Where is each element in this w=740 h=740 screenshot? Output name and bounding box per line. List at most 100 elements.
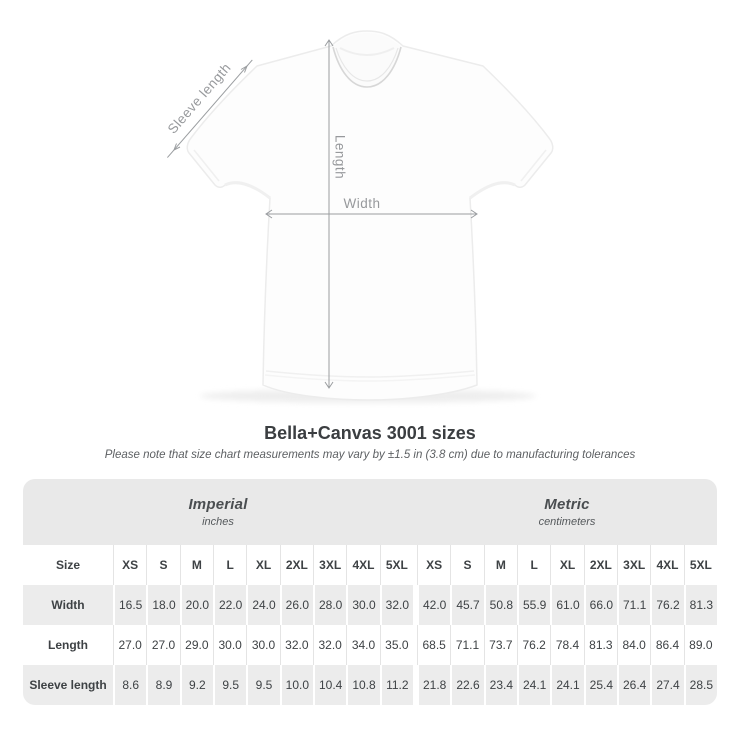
measurement-cell: 28.5 bbox=[683, 665, 717, 705]
measurement-cell: 8.9 bbox=[146, 665, 180, 705]
measurement-cell: 30.0 bbox=[246, 625, 279, 665]
imperial-group-header: Imperial inches bbox=[23, 479, 413, 545]
sleeve-length-arrow bbox=[167, 59, 253, 158]
metric-group-unit: centimeters bbox=[538, 516, 596, 528]
measurement-cell: 81.3 bbox=[583, 625, 617, 665]
measurement-cell: 71.1 bbox=[450, 625, 483, 665]
right-cuff-stitch bbox=[520, 149, 547, 182]
measurement-cell: 32.0 bbox=[279, 625, 313, 665]
size-col-imperial-l: L bbox=[212, 545, 246, 585]
row-label-sleeve-length: Sleeve length bbox=[23, 665, 113, 705]
width-arrow-label: Width bbox=[343, 196, 380, 211]
measurement-cell: 21.8 bbox=[416, 665, 451, 705]
measurement-cell: 30.0 bbox=[212, 625, 246, 665]
measurement-cell: 71.1 bbox=[616, 585, 651, 625]
size-col-imperial-5xl: 5XL bbox=[379, 545, 413, 585]
table-row-length: Length 27.0 27.0 29.0 30.0 30.0 32.0 32.… bbox=[23, 625, 717, 665]
measurement-cell: 42.0 bbox=[416, 585, 451, 625]
measurement-cell: 26.0 bbox=[279, 585, 313, 625]
size-col-imperial-m: M bbox=[179, 545, 213, 585]
tolerance-note: Please note that size chart measurements… bbox=[104, 449, 636, 461]
measurement-cell: 25.4 bbox=[583, 665, 617, 705]
hem-stitch bbox=[265, 370, 475, 378]
measurement-cell: 27.0 bbox=[113, 625, 146, 665]
tshirt-body bbox=[186, 30, 554, 401]
measurement-cell: 29.0 bbox=[179, 625, 213, 665]
size-col-metric-4xl: 4XL bbox=[650, 545, 683, 585]
measurement-cell: 9.5 bbox=[246, 665, 280, 705]
measurement-cell: 24.0 bbox=[246, 585, 280, 625]
metric-group-header: Metric centimeters bbox=[417, 479, 717, 545]
measurement-cell: 20.0 bbox=[179, 585, 213, 625]
measurement-cell: 24.1 bbox=[516, 665, 551, 705]
measurement-cell: 9.5 bbox=[212, 665, 247, 705]
left-cuff-stitch bbox=[193, 149, 220, 182]
width-arrow bbox=[265, 209, 478, 219]
size-header-row: Size XS S M L XL 2XL 3XL 4XL 5XL XS S M … bbox=[23, 545, 717, 585]
tshirt-measurement-diagram: Length Width Sleeve length bbox=[165, 30, 554, 403]
measurement-cell: 55.9 bbox=[516, 585, 551, 625]
group-divider bbox=[412, 665, 417, 705]
hem-stitch-2 bbox=[264, 374, 476, 382]
measurement-cell: 32.0 bbox=[312, 625, 346, 665]
measurement-cell: 10.0 bbox=[279, 665, 313, 705]
imperial-group-label: Imperial bbox=[188, 496, 248, 513]
measurement-cell: 35.0 bbox=[379, 625, 413, 665]
size-table: Imperial inches Metric centimeters Size … bbox=[23, 479, 717, 705]
size-col-metric-xl: XL bbox=[550, 545, 583, 585]
measurement-cell: 78.4 bbox=[550, 625, 583, 665]
measurement-cell: 84.0 bbox=[616, 625, 650, 665]
group-divider bbox=[412, 585, 417, 625]
measurement-cell: 16.5 bbox=[113, 585, 147, 625]
group-divider bbox=[412, 625, 417, 665]
measurement-cell: 61.0 bbox=[550, 585, 584, 625]
size-col-metric-2xl: 2XL bbox=[583, 545, 617, 585]
size-col-metric-xs: XS bbox=[416, 545, 450, 585]
size-col-metric-5xl: 5XL bbox=[683, 545, 717, 585]
measurement-cell: 28.0 bbox=[312, 585, 347, 625]
measurement-cell: 10.4 bbox=[312, 665, 347, 705]
measurement-cell: 27.0 bbox=[146, 625, 179, 665]
size-col-imperial-2xl: 2XL bbox=[279, 545, 313, 585]
length-arrow-label: Length bbox=[332, 135, 347, 179]
size-col-imperial-3xl: 3XL bbox=[312, 545, 346, 585]
row-label-length: Length bbox=[48, 638, 88, 652]
size-col-imperial-xs: XS bbox=[113, 545, 146, 585]
measurement-cell: 68.5 bbox=[416, 625, 450, 665]
measurement-cell: 45.7 bbox=[450, 585, 484, 625]
group-divider bbox=[412, 545, 417, 585]
collar-outer-rib bbox=[332, 46, 402, 88]
size-col-imperial-xl: XL bbox=[246, 545, 279, 585]
size-col-metric-l: L bbox=[516, 545, 550, 585]
measurement-cell: 23.4 bbox=[483, 665, 517, 705]
measurement-cell: 26.4 bbox=[616, 665, 651, 705]
left-underarm-shadow bbox=[224, 181, 271, 200]
measurement-cell: 34.0 bbox=[346, 625, 379, 665]
collar-opening bbox=[333, 33, 401, 88]
measurement-cell: 8.6 bbox=[113, 665, 147, 705]
measurement-cell: 30.0 bbox=[346, 585, 380, 625]
collar-inner-rib bbox=[335, 47, 399, 82]
size-col-imperial-4xl: 4XL bbox=[346, 545, 379, 585]
measurement-cell: 73.7 bbox=[483, 625, 517, 665]
measurement-cell: 50.8 bbox=[483, 585, 517, 625]
size-col-metric-s: S bbox=[450, 545, 483, 585]
table-row-width: Width 16.5 18.0 20.0 22.0 24.0 26.0 28.0… bbox=[23, 585, 717, 625]
size-col-imperial-s: S bbox=[146, 545, 179, 585]
table-row-sleeve-length: Sleeve length 8.6 8.9 9.2 9.5 9.5 10.0 1… bbox=[23, 665, 717, 705]
measurement-cell: 86.4 bbox=[650, 625, 683, 665]
measurement-cell: 76.2 bbox=[650, 585, 684, 625]
metric-group-label: Metric bbox=[544, 496, 590, 513]
size-col-metric-3xl: 3XL bbox=[616, 545, 650, 585]
unit-group-header-row: Imperial inches Metric centimeters bbox=[23, 479, 717, 545]
measurement-cell: 22.0 bbox=[212, 585, 247, 625]
measurement-cell: 66.0 bbox=[583, 585, 617, 625]
measurement-cell: 32.0 bbox=[379, 585, 413, 625]
size-col-metric-m: M bbox=[483, 545, 517, 585]
measurement-cell: 24.1 bbox=[550, 665, 584, 705]
measurement-cell: 11.2 bbox=[379, 665, 413, 705]
measurement-cell: 18.0 bbox=[146, 585, 180, 625]
measurement-cell: 9.2 bbox=[179, 665, 213, 705]
back-neck-shadow bbox=[339, 47, 395, 56]
